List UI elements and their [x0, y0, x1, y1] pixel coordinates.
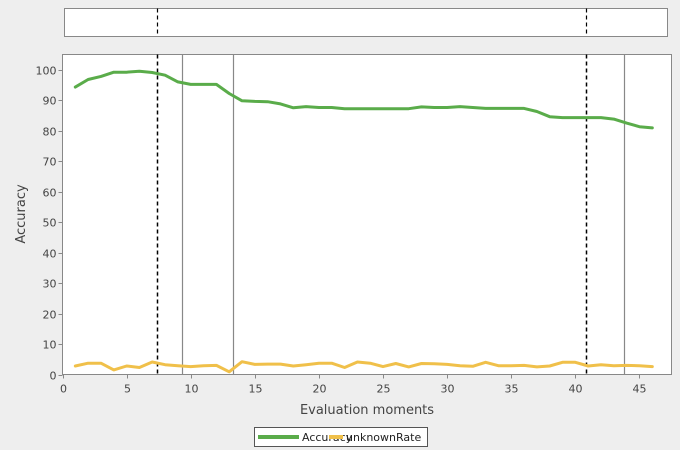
overview-markers	[156, 8, 588, 37]
y-tick-label: 10	[43, 339, 57, 352]
y-tick-label: 40	[43, 248, 57, 261]
x-tick-label: 45	[633, 383, 647, 396]
y-tick-label: 70	[43, 156, 57, 169]
x-axis-title: Evaluation moments	[300, 403, 434, 418]
x-tick-label: 15	[249, 383, 263, 396]
y-tick-label: 50	[43, 217, 57, 230]
vertical-markers	[156, 54, 626, 375]
legend-label-unknownrate: unknownRate	[346, 431, 421, 444]
plot-area[interactable]	[62, 54, 672, 375]
y-axis-title: Accuracy	[14, 184, 29, 244]
y-tick-label: 20	[43, 309, 57, 322]
x-tick-label: 20	[313, 383, 327, 396]
y-tick-label: 30	[43, 278, 57, 291]
x-tick-label: 35	[505, 383, 519, 396]
y-tick-label: 100	[36, 65, 57, 78]
y-tick-label: 0	[50, 370, 57, 383]
legend: Accuracy unknownRate	[254, 427, 428, 447]
legend-label-accuracy: Accuracy	[302, 431, 353, 444]
y-axis-ticks: 0 10 20 30 40 50 60 70 80 90 100	[36, 65, 63, 383]
y-tick-label: 90	[43, 95, 57, 108]
series-line-unknownrate	[73, 360, 654, 374]
x-tick-label: 30	[441, 383, 455, 396]
series-layer	[73, 69, 654, 374]
y-tick-label: 80	[43, 126, 57, 139]
y-tick-label: 60	[43, 187, 57, 200]
x-tick-label: 40	[569, 383, 583, 396]
overview-panel[interactable]	[64, 8, 668, 37]
x-tick-label: 0	[60, 383, 67, 396]
x-tick-label: 10	[185, 383, 199, 396]
x-tick-label: 5	[124, 383, 131, 396]
series-line-accuracy	[73, 69, 654, 130]
x-axis-ticks: 0 5 10 15 20 25 30 35 40 45	[60, 374, 647, 396]
x-tick-label: 25	[377, 383, 391, 396]
